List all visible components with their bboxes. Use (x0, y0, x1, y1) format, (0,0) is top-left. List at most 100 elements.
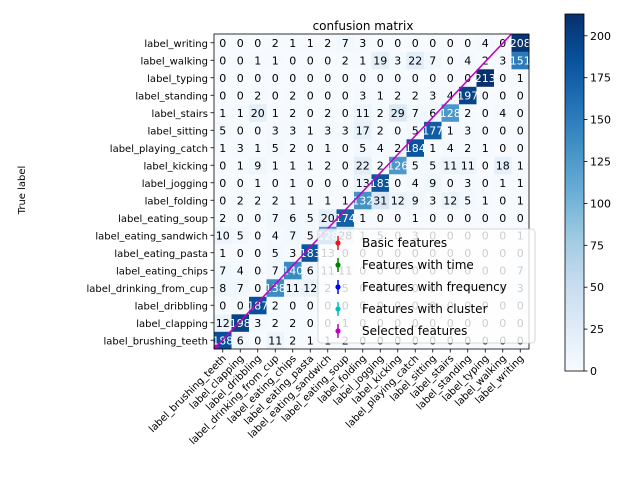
heatmap-cell (266, 261, 285, 280)
cell-value-label: 0 (254, 37, 261, 50)
cell-value-label: 7 (289, 229, 296, 242)
heatmap-cell (284, 69, 302, 87)
cell-value-label: 0 (219, 89, 226, 102)
heatmap-cell (266, 296, 285, 315)
heatmap-cell (249, 156, 267, 175)
heatmap-cell (231, 331, 250, 350)
heatmap-cell (266, 51, 285, 70)
heatmap-cell (424, 86, 442, 105)
heatmap-cell (249, 139, 267, 157)
heatmap-cell (231, 279, 250, 297)
heatmap-cell (441, 174, 460, 192)
heatmap-cell (284, 51, 302, 70)
heatmap-cell (336, 86, 355, 105)
cell-value-label: 0 (394, 212, 401, 225)
heatmap-cell (284, 174, 302, 192)
cell-value-label: 0 (482, 212, 489, 225)
heatmap-cell (354, 69, 372, 87)
cell-value-label: 1 (429, 142, 436, 155)
y-tick-label: label_typing (147, 74, 208, 85)
cell-value-label: 5 (219, 124, 226, 137)
cell-value-label: 9 (254, 159, 261, 172)
cell-value-label: 0 (394, 124, 401, 137)
cell-value-label: 19 (373, 54, 387, 67)
cell-value-label: 7 (272, 264, 279, 277)
heatmap-cell (354, 34, 372, 52)
heatmap-cell (336, 51, 355, 70)
heatmap-cell (231, 209, 250, 227)
cell-value-label: 5 (359, 142, 366, 155)
heatmap-cell (319, 34, 337, 52)
cell-value-label: 0 (447, 72, 454, 85)
heatmap-cell (459, 139, 477, 157)
cell-value-label: 2 (377, 124, 384, 137)
cell-value-label: 0 (342, 72, 349, 85)
cell-value-label: 2 (394, 89, 401, 102)
cell-value-label: 1 (482, 194, 489, 207)
cell-value-label: 0 (359, 72, 366, 85)
heatmap-cell (459, 69, 477, 87)
cell-value-label: 1 (412, 212, 419, 225)
cell-value-label: 0 (377, 72, 384, 85)
cell-value-label: 3 (464, 177, 471, 190)
cell-value-label: 0 (394, 37, 401, 50)
heatmap-cell (459, 51, 477, 70)
cell-value-label: 11 (268, 334, 282, 347)
heatmap-cell (336, 174, 355, 192)
legend-label: Selected features (362, 324, 467, 338)
heatmap-cell (371, 86, 390, 105)
heatmap-cell (214, 104, 232, 122)
heatmap-cell (406, 209, 425, 227)
cell-value-label: 0 (447, 54, 454, 67)
cell-value-label: 0 (307, 72, 314, 85)
heatmap-cell (231, 51, 250, 70)
heatmap-cell (336, 156, 355, 175)
heatmap-cell (389, 86, 407, 105)
heatmap-cell (231, 244, 250, 262)
heatmap-cell (371, 139, 390, 157)
heatmap-cell (406, 139, 425, 157)
cell-value-label: 1 (517, 159, 524, 172)
heatmap-cell (249, 331, 267, 350)
y-tick-label: label_eating_soup (118, 214, 208, 225)
heatmap-cell (476, 69, 495, 87)
heatmap-cell (231, 121, 250, 140)
cell-value-label: 7 (237, 282, 244, 295)
heatmap-cell (511, 69, 530, 87)
heatmap-cell (231, 69, 250, 87)
heatmap-cell (266, 69, 285, 87)
cell-value-label: 18 (496, 159, 510, 172)
heatmap-cell (301, 174, 320, 192)
heatmap-cell (214, 244, 232, 262)
heatmap-cell (301, 244, 320, 262)
legend-label: Features with cluster (362, 302, 488, 316)
heatmap-cell (319, 174, 337, 192)
heatmap-cell (301, 279, 320, 297)
cell-value-label: 2 (324, 107, 331, 120)
cell-value-label: 0 (254, 334, 261, 347)
cell-value-label: 0 (254, 124, 261, 137)
heatmap-cell (249, 104, 267, 122)
heatmap-cell (511, 209, 530, 227)
cell-value-label: 1 (324, 142, 331, 155)
cell-value-label: 0 (499, 89, 506, 102)
heatmap-cell (214, 314, 232, 332)
heatmap-cell (511, 191, 530, 210)
cell-value-label: 0 (517, 107, 524, 120)
heatmap-cell (424, 156, 442, 175)
cell-value-label: 1 (307, 194, 314, 207)
y-tick-label: label_jogging (142, 179, 208, 190)
cell-value-label: 12 (443, 194, 457, 207)
cell-value-label: 1 (272, 107, 279, 120)
colorbar-tick-label: 100 (590, 197, 611, 210)
heatmap-cell (249, 314, 267, 332)
cell-value-label: 2 (272, 317, 279, 330)
legend: Basic features Features with time Features… (317, 228, 536, 344)
cell-value-label: 1 (289, 159, 296, 172)
colorbar-tick-label: 25 (590, 323, 604, 336)
cell-value-label: 7 (342, 37, 349, 50)
cell-value-label: 12 (216, 317, 230, 330)
cell-value-label: 0 (237, 299, 244, 312)
y-tick-label: label_walking (140, 56, 208, 67)
